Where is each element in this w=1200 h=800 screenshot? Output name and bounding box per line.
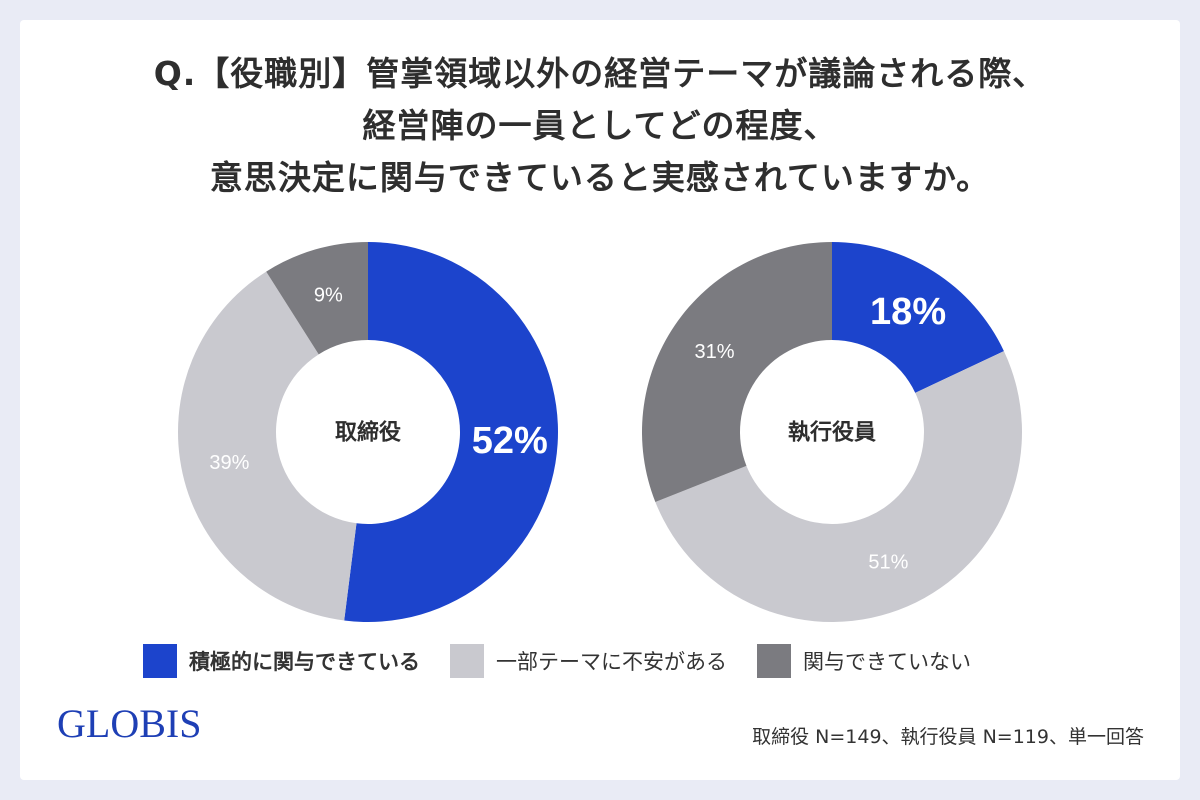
legend-item-partial: 一部テーマに不安がある [450, 644, 727, 678]
legend-swatch-active [143, 644, 177, 678]
donut-center-label: 取締役 [335, 420, 401, 445]
donut-slice [832, 242, 1004, 393]
title-line-2: 経営陣の一員としてどの程度、 [362, 106, 838, 145]
sample-footnote: 取締役 N=149、執行役員 N=119、単一回答 [752, 726, 1144, 748]
title-line-1: Q.【役職別】管掌領域以外の経営テーマが議論される際、 [153, 54, 1047, 93]
slice-value-label: 18% [870, 291, 946, 333]
donut-slice [266, 242, 368, 355]
slice-value-label: 52% [472, 420, 548, 462]
legend-label-partial: 一部テーマに不安がある [496, 650, 727, 674]
donut-slice [177, 271, 357, 621]
title-line-3: 意思決定に関与できていると実感されていますか。 [209, 158, 991, 197]
donut-slice [655, 351, 1023, 623]
slice-value-label: 51% [868, 551, 908, 573]
donut-center-label: 執行役員 [788, 420, 876, 445]
globis-logo: GLOBIS [57, 701, 202, 746]
slice-value-label: 9% [314, 285, 343, 307]
legend-label-active: 積極的に関与できている [189, 650, 420, 674]
legend-item-active: 積極的に関与できている [143, 644, 420, 678]
donut-chart-2: 18% 51% 31% 執行役員 [641, 242, 1023, 623]
legend-label-none: 関与できていない [803, 650, 971, 674]
slice-value-label: 39% [209, 452, 249, 474]
legend-swatch-partial [450, 644, 484, 678]
donut-slice [344, 242, 558, 622]
chart-title: Q.【役職別】管掌領域以外の経営テーマが議論される際、 経営陣の一員としてどの程… [0, 48, 1200, 204]
legend: 積極的に関与できている 一部テーマに不安がある 関与できていない [143, 643, 1001, 679]
donut-chart-1: 52% 39% 9% 取締役 [177, 242, 558, 622]
legend-swatch-none [757, 644, 791, 678]
legend-item-none: 関与できていない [757, 644, 971, 678]
slice-value-label: 31% [695, 341, 735, 363]
donut-slice [641, 242, 832, 502]
